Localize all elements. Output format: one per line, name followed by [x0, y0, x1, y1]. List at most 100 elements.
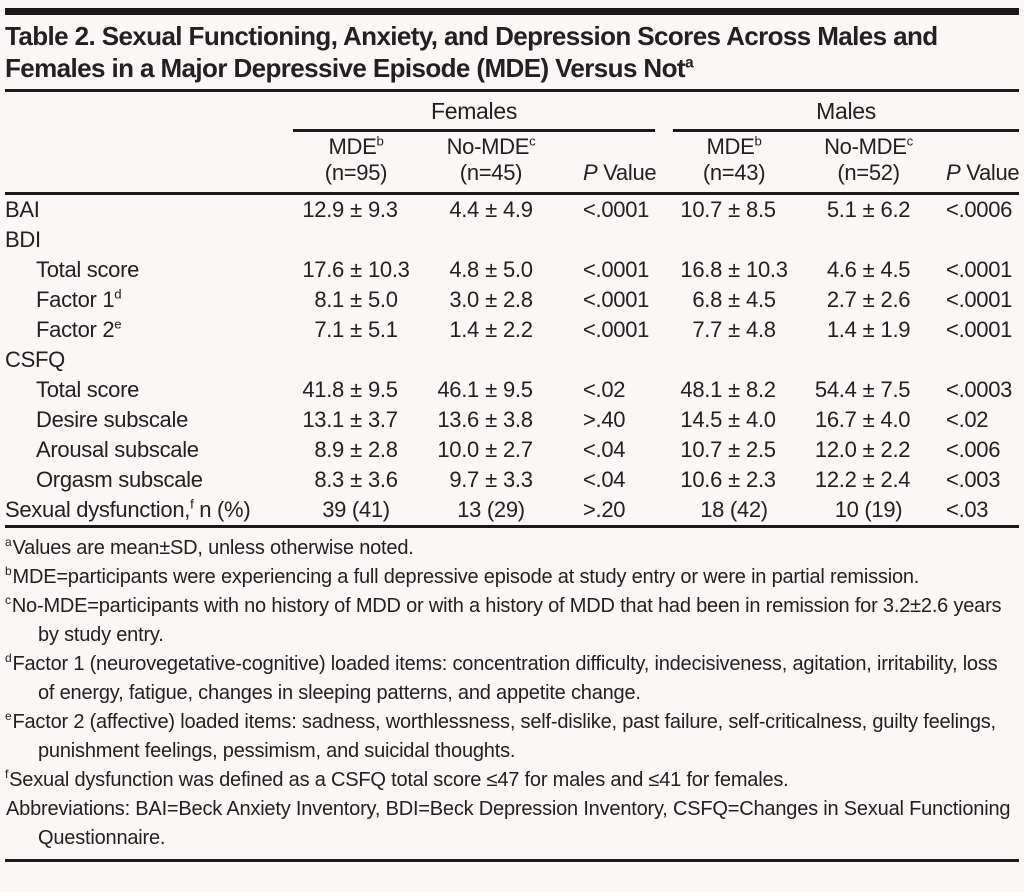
mean-sd-cell: 7.7 ±4.8: [692, 317, 776, 342]
p-value-cell: >.20: [563, 495, 670, 528]
females-spanner: Females: [293, 92, 656, 132]
p-value-label: Value: [966, 160, 1020, 185]
mean-sd-cell: 13.1 ±3.7: [302, 407, 398, 432]
col-footnote-marker: c: [906, 133, 914, 149]
table-row-sexual-dysfunction: Sexual dysfunction,f n (%) 39 (41) 13 (2…: [5, 495, 1020, 528]
mean-sd-cell: 8.3 ±3.6: [314, 467, 398, 492]
table-row-bdi-total: Total score 17.6 ±10.3 4.8 ±5.0 <.0001 16.…: [5, 255, 1019, 285]
count-cell: 10 (19): [799, 495, 939, 528]
males-group-header: Males: [669, 92, 1020, 132]
plus-minus: ±: [728, 197, 740, 222]
p-value-cell: <.0001: [583, 287, 650, 312]
col-header-females-nomde: No-MDEc (n=45): [419, 132, 563, 195]
table-row-bdi-factor1: Factor 1d 8.1 ±5.0 3.0 ±2.8 <.0001 6.8 ±4.5…: [5, 285, 1019, 315]
count-cell: 13 (29): [419, 495, 563, 528]
footnote-text: Values are mean±SD, unless otherwise not…: [12, 537, 414, 559]
table-row-bdi-factor2: Factor 2e 7.1 ±5.1 1.4 ±2.2 <.0001 7.7 ±4.8…: [5, 315, 1019, 345]
mean-sd-cell: 10.6 ±2.3: [680, 467, 776, 492]
plus-minus: ±: [350, 197, 362, 222]
row-label: Sexual dysfunction,f n (%): [5, 495, 293, 528]
males-label: Males: [816, 98, 876, 124]
p-value-cell: <.02: [583, 377, 626, 402]
table-section-row-bdi: BDI: [5, 225, 1019, 255]
p-value-cell: <.0001: [583, 257, 650, 282]
corner-cell: [5, 92, 293, 132]
mean-sd-cell: 12.9 ±9.3: [293, 194, 419, 226]
mean-sd-cell: 12.2 ±2.4: [814, 467, 911, 492]
p-value-cell: <.0006: [946, 197, 1013, 222]
col-n: (n=45): [459, 160, 523, 185]
footnotes-block: aValues are mean±SD, unless otherwise no…: [5, 528, 1019, 862]
mean-sd-cell: 10.7 ±8.5: [669, 194, 799, 226]
footnote-a: aValues are mean±SD, unless otherwise no…: [5, 534, 1019, 563]
footnote-marker: a: [5, 535, 12, 550]
section-label: CSFQ: [5, 347, 65, 372]
table-row-bai: BAI 12.9 ±9.3 4.4 ±4.9 <.0001 10.7 ±8.5 5.1…: [5, 194, 1019, 226]
p-value-cell: <.03: [938, 495, 1020, 528]
mean-sd-cell: 48.1 ±8.2: [680, 377, 776, 402]
sd-value: 4.9: [503, 197, 533, 222]
mean-sd-cell: 1.4 ±2.2: [449, 317, 533, 342]
row-footnote-marker: f: [190, 496, 194, 512]
row-label: Total score: [36, 257, 140, 282]
p-value-cell: >.40: [583, 407, 626, 432]
mean-sd-cell: 4.4 ±4.9: [419, 194, 563, 226]
mean-sd-cell: 8.9 ±2.8: [314, 437, 398, 462]
col-label: No-MDE: [446, 134, 530, 159]
count-cell: 39 (41): [293, 495, 419, 528]
p-value-cell: <.02: [946, 407, 989, 432]
footnote-text: No-MDE=participants with no history of M…: [11, 595, 1002, 646]
mean-sd-cell: 3.0 ±2.8: [449, 287, 533, 312]
mean-sd-cell: 5.1 ±6.2: [799, 194, 938, 226]
mean-sd-cell: 1.4 ±1.9: [826, 317, 911, 342]
mean-sd-cell: 4.6 ±4.5: [826, 257, 911, 282]
footnote-marker: b: [5, 564, 12, 579]
row-label: Factor 2e: [36, 316, 122, 342]
col-label: MDE: [328, 134, 377, 159]
p-symbol: P: [946, 160, 961, 185]
mean-sd-cell: 17.6 ±10.3: [302, 257, 410, 282]
footnote-marker: e: [5, 709, 12, 724]
sd-value: 8.5: [746, 197, 776, 222]
mean-sd-cell: 16.8 ±10.3: [680, 257, 788, 282]
footnote-text: Abbreviations: BAI=Beck Anxiety Inventor…: [6, 798, 1011, 849]
p-value-cell: <.0001: [946, 257, 1013, 282]
footnote-text: Factor 2 (affective) loaded items: sadne…: [12, 711, 996, 762]
col-header-females-mde: MDEb (n=95): [293, 132, 419, 195]
table-section-row-csfq: CSFQ: [5, 345, 1019, 375]
footnote-c: cNo-MDE=participants with no history of …: [5, 592, 1019, 650]
p-value-label: Value: [603, 160, 657, 185]
row-label: Total score: [36, 377, 140, 402]
corner-cell: [5, 132, 293, 195]
col-n: (n=52): [837, 160, 900, 185]
title-line2: Females in a Major Depressive Episode (M…: [5, 53, 686, 83]
col-footnote-marker: c: [529, 133, 536, 149]
table-title: Table 2. Sexual Functioning, Anxiety, an…: [5, 15, 1019, 92]
mean-sd-cell: 9.7 ±3.3: [449, 467, 533, 492]
count-cell: 18 (42): [669, 495, 800, 528]
sd-value: 6.2: [880, 197, 911, 222]
p-value-cell: <.0003: [946, 377, 1013, 402]
males-spanner: Males: [673, 92, 1020, 132]
footnote-marker: d: [5, 651, 12, 666]
p-symbol: P: [583, 160, 598, 185]
plus-minus: ±: [485, 197, 497, 222]
col-label: MDE: [706, 134, 755, 159]
mean-sd-cell: 8.1 ±5.0: [314, 287, 398, 312]
row-footnote-marker: d: [114, 286, 122, 302]
p-value-cell: <.0001: [583, 197, 650, 222]
mean-sd-cell: 41.8 ±9.5: [302, 377, 398, 402]
row-label: Factor 1d: [36, 286, 122, 312]
title-line1: Table 2. Sexual Functioning, Anxiety, an…: [5, 21, 938, 51]
col-label: No-MDE: [824, 134, 907, 159]
footnote-marker: c: [5, 593, 11, 608]
mean-value: 10.7: [680, 197, 723, 222]
females-group-header: Females: [293, 92, 669, 132]
row-footnote-marker: e: [114, 316, 122, 332]
footnote-b: bMDE=participants were experiencing a fu…: [5, 563, 1019, 592]
footnote-e: eFactor 2 (affective) loaded items: sadn…: [5, 708, 1019, 766]
footnote-text: Factor 1 (neurovegetative-cognitive) loa…: [12, 653, 998, 704]
footnote-text: MDE=participants were experiencing a ful…: [12, 566, 920, 588]
column-header-row: MDEb (n=95) No-MDEc (n=45) P Value MDEb …: [5, 132, 1020, 195]
